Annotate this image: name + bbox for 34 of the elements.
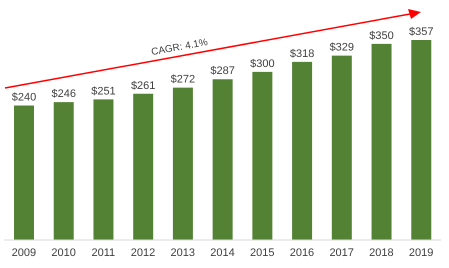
- x-tick-label: 2018: [369, 246, 394, 259]
- data-label: $246: [51, 88, 76, 100]
- x-tick-label: 2012: [130, 246, 156, 259]
- bar: [332, 56, 352, 240]
- data-label: $287: [210, 65, 235, 78]
- x-tick-label: 2017: [329, 246, 354, 259]
- x-tick-label: 2009: [12, 246, 36, 259]
- bar: [172, 88, 193, 240]
- x-tick-label: 2010: [51, 246, 76, 259]
- x-tick-label: 2013: [170, 246, 196, 259]
- bar: [411, 40, 432, 240]
- data-label: $240: [12, 92, 36, 104]
- data-label: $300: [250, 58, 275, 70]
- x-tick-label: 2016: [290, 246, 314, 259]
- x-tick-label: 2015: [250, 246, 274, 259]
- bar: [54, 102, 74, 240]
- data-label: $272: [170, 74, 196, 86]
- bar: [212, 79, 233, 240]
- bar: [93, 99, 114, 240]
- x-tick-label: 2011: [91, 246, 116, 259]
- x-tick-label: 2019: [408, 246, 434, 259]
- data-label: $318: [290, 48, 314, 60]
- bar: [372, 44, 392, 240]
- data-label: $329: [330, 42, 354, 54]
- annotation: CAGR: 4.1%: [150, 36, 209, 58]
- data-label: $357: [409, 26, 434, 38]
- data-label: $261: [130, 80, 156, 92]
- bar: [14, 106, 34, 240]
- bar: [252, 72, 272, 240]
- data-label: $251: [91, 85, 116, 98]
- data-label: $350: [369, 30, 394, 42]
- bar: [133, 94, 154, 240]
- x-tick-label: 2014: [210, 246, 235, 259]
- bar: [292, 62, 312, 240]
